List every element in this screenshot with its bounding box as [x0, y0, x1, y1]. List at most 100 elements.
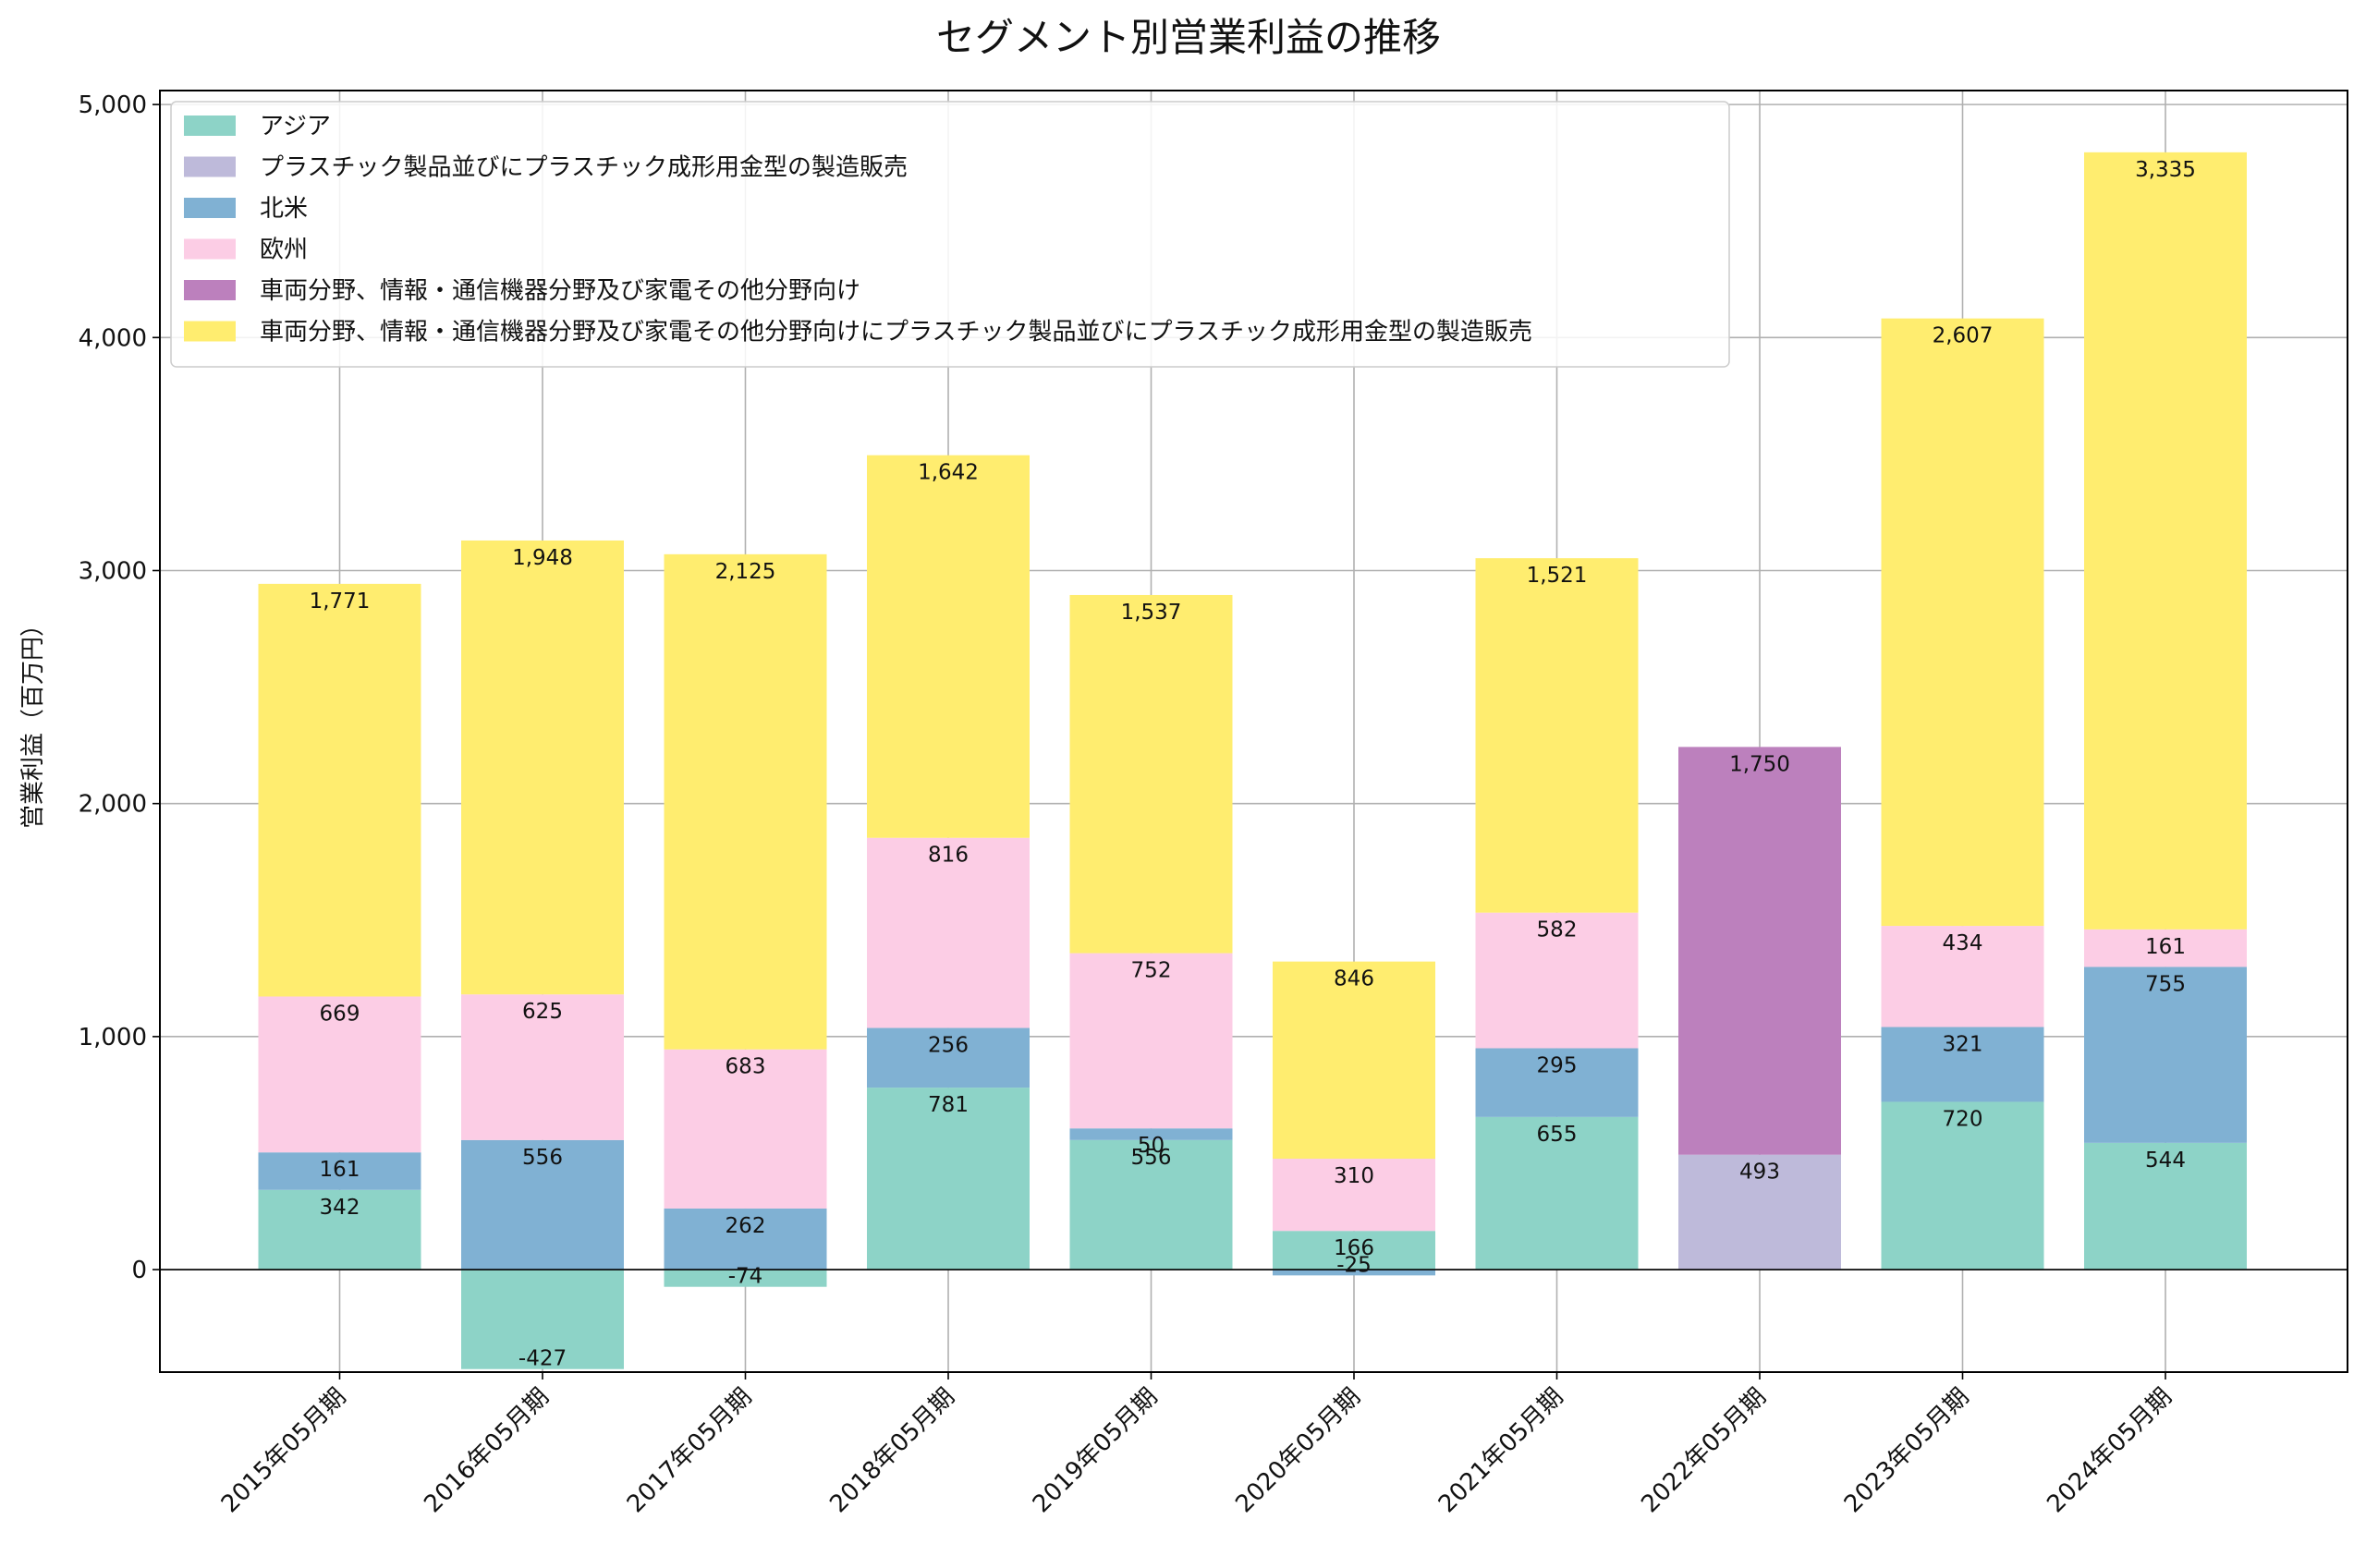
value-label: 256 [928, 1034, 969, 1058]
x-ticks: 2015年05月期 2016年05月期 2017年05月期 2018年05月期 2019… [216, 1372, 2177, 1518]
value-label: 1,750 [1729, 752, 1790, 776]
bar-segment [664, 1208, 827, 1270]
legend-label: アジア [260, 113, 331, 140]
value-label: 161 [2145, 935, 2186, 959]
value-label: 1,521 [1527, 564, 1588, 588]
bar-segment [2084, 1142, 2247, 1270]
value-label: 720 [1943, 1107, 1983, 1131]
bar-segment [664, 1049, 827, 1209]
value-label: 2,125 [715, 560, 776, 584]
y-tick-label: 2,000 [79, 791, 147, 819]
x-tick-label: 2021年05月期 [1433, 1383, 1569, 1519]
bar-segment [1069, 594, 1233, 954]
bar-segment [1678, 1154, 1841, 1270]
value-label: 683 [726, 1055, 766, 1079]
value-label: 493 [1739, 1161, 1780, 1185]
value-label: 50 [1138, 1134, 1165, 1158]
y-axis-label: 営業利益（百万円） [19, 613, 47, 829]
x-tick-label: 2023年05月期 [1839, 1383, 1975, 1519]
bar-segment [2084, 966, 2247, 1143]
x-tick-label: 2024年05月期 [2042, 1383, 2177, 1519]
x-tick-label: 2019年05月期 [1028, 1383, 1164, 1519]
value-label: 310 [1334, 1164, 1374, 1188]
bar-segment [1273, 1159, 1435, 1232]
bar-segment [1475, 1116, 1639, 1270]
bar-segment [1678, 747, 1841, 1155]
x-tick-label: 2015年05月期 [216, 1383, 352, 1519]
bar-segment [461, 1270, 624, 1369]
legend-swatch [184, 238, 236, 260]
y-tick-label: 5,000 [79, 91, 147, 119]
value-label: 755 [2145, 972, 2186, 996]
value-label: 1,642 [918, 461, 979, 485]
value-label: 161 [320, 1158, 360, 1182]
y-tick-label: 0 [131, 1257, 147, 1284]
legend-label: プラスチック製品並びにプラスチック成形用金型の製造販売 [260, 154, 908, 182]
legend-swatch [184, 198, 236, 218]
legend-label: 車両分野、情報・通信機器分野及び家電その他分野向け [260, 277, 860, 305]
bar-segment [2084, 929, 2247, 967]
legend-label: 北米 [260, 195, 308, 223]
bar-segment [1475, 1048, 1639, 1117]
value-label: 295 [1537, 1053, 1578, 1077]
bar-segment [1881, 926, 2044, 1027]
chart-title: セグメント別営業利益の推移 [936, 15, 1441, 60]
bar-segment [1069, 1139, 1233, 1270]
bar-segment [1881, 1027, 2044, 1102]
x-tick-label: 2017年05月期 [622, 1383, 758, 1519]
bar-segment [867, 1088, 1030, 1270]
value-label: 655 [1537, 1123, 1578, 1147]
bar-segment [258, 583, 421, 997]
y-tick-label: 4,000 [79, 324, 147, 352]
value-label: -25 [1336, 1253, 1372, 1277]
value-label: 556 [522, 1146, 563, 1170]
legend-swatch [184, 115, 236, 136]
bar-segment [258, 1189, 421, 1270]
bar-segment [461, 1139, 624, 1270]
bar-segment [1273, 1270, 1435, 1276]
legend-label: 欧州 [260, 237, 308, 264]
x-tick-label: 2016年05月期 [419, 1383, 555, 1519]
x-tick-label: 2020年05月期 [1230, 1383, 1366, 1519]
bar-segment [1475, 912, 1639, 1049]
bar-segment [867, 837, 1030, 1028]
value-label: 1,948 [512, 546, 573, 570]
value-label: 846 [1334, 967, 1374, 991]
y-ticks: 0 1,000 2,000 3,000 4,000 5,000 [79, 91, 160, 1284]
bar-segment [1069, 1128, 1233, 1140]
x-tick-label: 2018年05月期 [824, 1383, 960, 1519]
bar-segment [1273, 961, 1435, 1160]
value-label: 321 [1943, 1033, 1983, 1057]
value-label: 1,537 [1121, 601, 1182, 625]
bar-segment [258, 996, 421, 1153]
value-label: 3,335 [2135, 158, 2196, 182]
value-labels: 342 161 669 1,771 -427 556 625 1,948 -74 262 683 2,… [310, 158, 2196, 1371]
bar-segment [867, 455, 1030, 838]
value-label: 625 [522, 1000, 563, 1024]
legend: アジアプラスチック製品並びにプラスチック成形用金型の製造販売北米欧州車両分野、情… [170, 101, 1730, 368]
value-label: -427 [518, 1347, 567, 1371]
bar-segment [1881, 1101, 2044, 1270]
legend-label: 車両分野、情報・通信機器分野及び家電その他分野向けにプラスチック製品並びにプラス… [260, 319, 1532, 346]
legend-box [170, 101, 1730, 368]
value-label: -74 [728, 1265, 763, 1289]
value-label: 166 [1334, 1236, 1374, 1260]
bar-segment [461, 994, 624, 1140]
legend-swatch [184, 321, 236, 342]
value-label: 781 [928, 1093, 969, 1117]
value-label: 582 [1537, 918, 1578, 942]
value-label: 2,607 [1933, 324, 1994, 348]
value-label: 342 [320, 1196, 360, 1220]
bar-segment [2084, 152, 2247, 930]
axes-frame [159, 90, 2348, 1373]
value-label: 1,771 [310, 590, 371, 614]
bar-segment [867, 1027, 1030, 1088]
bars [258, 152, 2247, 1369]
legend-swatch [184, 156, 236, 177]
y-tick-label: 1,000 [79, 1024, 147, 1051]
legend-swatch [184, 280, 236, 300]
bar-segment [664, 1270, 827, 1287]
value-label: 434 [1943, 931, 1983, 955]
